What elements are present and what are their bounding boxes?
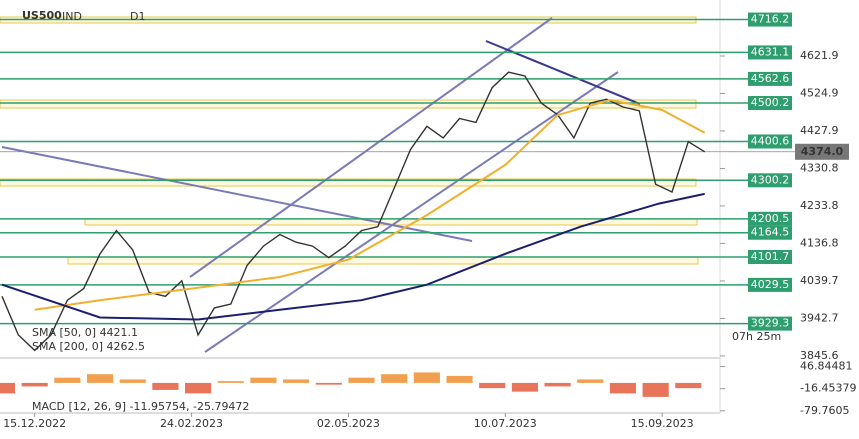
channel-line: [189, 17, 553, 278]
macd-bar: [119, 379, 146, 383]
y-tick-label: 4524.9: [800, 86, 839, 99]
series-line: [1, 71, 706, 352]
macd-bar: [348, 377, 375, 383]
level-box: [748, 225, 792, 240]
countdown: 07h 25m: [732, 330, 781, 343]
macd-bar: [511, 382, 538, 392]
level-box: [748, 71, 792, 86]
market: IND: [62, 10, 82, 23]
trendlines: [1, 17, 641, 353]
symbol: US500: [22, 9, 62, 22]
x-tick-label: 15.09.2023: [631, 417, 694, 430]
macd-bar: [86, 374, 114, 383]
legend-sma50: SMA [50, 0] 4421.1: [32, 326, 138, 339]
level-label: 3929.3: [751, 317, 790, 330]
y-tick-label: 4136.8: [800, 236, 839, 249]
level-label: 4200.5: [751, 212, 790, 225]
level-box: [748, 134, 792, 149]
y-tick-label: 4621.9: [800, 49, 839, 62]
level-label: 4101.7: [751, 250, 790, 263]
level-box: [748, 316, 792, 331]
level-label: 4400.6: [751, 134, 790, 147]
series-line: [1, 192, 705, 321]
level-box: [748, 173, 792, 188]
level-box: [748, 211, 792, 226]
macd-bar: [21, 382, 48, 387]
zone: [67, 256, 699, 265]
zone: [0, 178, 697, 187]
level-box: [748, 277, 792, 292]
macd-bar: [381, 374, 408, 383]
trendline: [485, 40, 641, 105]
macd-bar: [577, 379, 604, 383]
x-tick-label: 15.12.2022: [3, 417, 66, 430]
macd-bar: [479, 382, 506, 389]
level-box: [748, 12, 792, 27]
y2-tick-label: -16.45379: [800, 382, 856, 395]
y-tick-label: 4233.8: [800, 199, 839, 212]
x-tick-label: 02.05.2023: [317, 417, 380, 430]
macd-bar: [413, 372, 440, 383]
y-tick-label: 4330.8: [800, 161, 839, 174]
zone: [0, 99, 697, 109]
legend-macd: MACD [12, 26, 9] -11.95754, -25.79472: [32, 400, 249, 413]
x-tick-label: 24.02.2023: [160, 417, 223, 430]
y-tick-label: 3845.6: [800, 349, 839, 362]
level-label: 4500.2: [751, 96, 790, 109]
level-label: 4716.2: [751, 13, 790, 26]
macd-bar: [217, 381, 244, 383]
macd-bar: [283, 379, 310, 383]
timeframe: D1: [130, 10, 145, 23]
last-price-box: [795, 143, 849, 160]
legend-sma200: SMA [200, 0] 4262.5: [32, 340, 145, 353]
level-label: 4631.1: [751, 45, 790, 58]
macd-bar: [152, 382, 179, 390]
macd-bar: [250, 377, 277, 383]
level-label: 4300.2: [751, 173, 790, 186]
level-label: 4562.6: [751, 72, 790, 85]
macd-bar: [185, 382, 212, 394]
last-price-label: 4374.0: [801, 145, 844, 158]
macd-bar: [642, 382, 669, 397]
macd-bar: [315, 382, 342, 385]
level-box: [748, 96, 792, 111]
x-tick-label: 10.07.2023: [474, 417, 537, 430]
level-box: [748, 249, 792, 264]
level-label: 4164.5: [751, 226, 790, 239]
macd-bar: [675, 382, 702, 389]
series-line: [34, 98, 706, 311]
level-box: [748, 45, 792, 60]
y2-tick-label: 46.84481: [800, 360, 853, 373]
macd-bar: [544, 382, 571, 387]
y-tick-label: 3942.7: [800, 311, 839, 324]
macd-bar: [609, 382, 637, 394]
macd-bar: [446, 375, 473, 383]
macd-bar: [0, 382, 16, 394]
channel-line: [204, 71, 619, 353]
trendline: [1, 146, 473, 242]
y-tick-label: 4039.7: [800, 274, 839, 287]
level-label: 4029.5: [751, 278, 790, 291]
y-tick-label: 4427.9: [800, 124, 839, 137]
y2-tick-label: -79.7605: [800, 404, 849, 417]
macd-bar: [54, 377, 81, 383]
